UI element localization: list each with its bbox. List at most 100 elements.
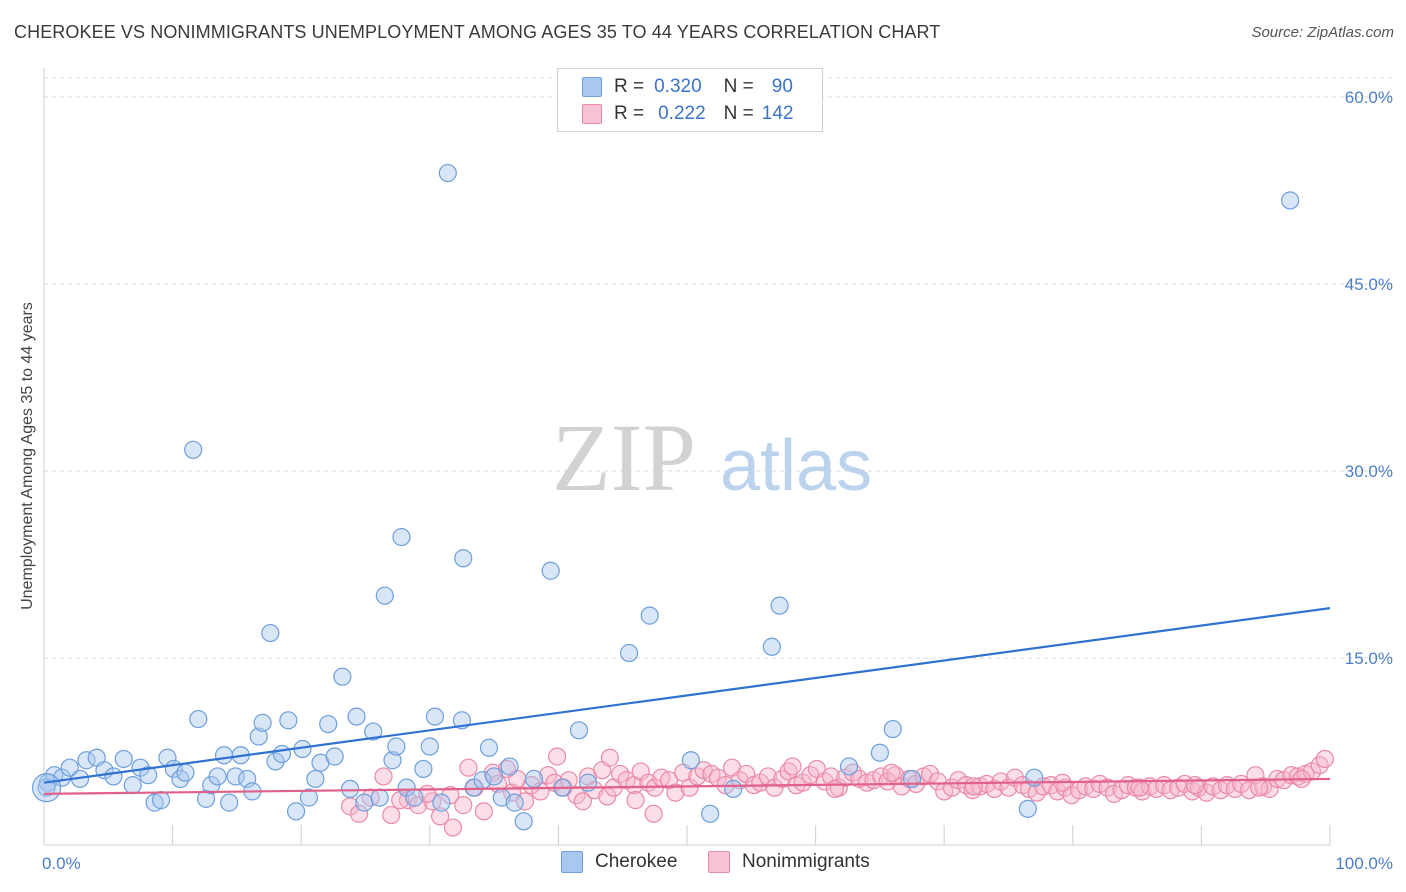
bottom-legend-label: Cherokee xyxy=(595,851,678,872)
legend-n-value: 142 xyxy=(761,103,794,124)
cherokee-point xyxy=(208,767,227,786)
cherokee-point xyxy=(514,812,533,831)
nonimmigrants-point xyxy=(825,779,844,799)
cherokee-point xyxy=(60,758,79,777)
cherokee-point xyxy=(286,802,306,821)
cherokee-point xyxy=(383,751,402,770)
cherokee-point xyxy=(272,744,292,764)
cherokee-point xyxy=(405,788,424,807)
nonimmigrants-point xyxy=(454,796,473,815)
nonimmigrants-point xyxy=(349,804,369,823)
cherokee-point xyxy=(500,757,519,776)
bottom-legend: Cherokee Nonimmigrants xyxy=(0,851,1406,877)
nonimmigrants-point xyxy=(443,818,463,837)
cherokee-point xyxy=(387,737,406,756)
nonimmigrants-point xyxy=(793,773,812,792)
nonimmigrants-point xyxy=(600,748,619,767)
legend-n-label: N = xyxy=(723,103,754,124)
cherokee-point xyxy=(253,713,272,732)
cherokee-point xyxy=(392,527,411,547)
watermark: ZIP atlas xyxy=(552,404,872,511)
cherokee-swatch xyxy=(561,851,583,873)
legend-r-label: R = xyxy=(614,76,645,97)
cherokee-point xyxy=(569,721,589,740)
nonimmigrants-point xyxy=(1315,749,1334,769)
cherokee-point xyxy=(176,763,195,782)
cherokee-point xyxy=(31,773,62,803)
cherokee-point xyxy=(370,788,389,807)
cherokee-point xyxy=(279,711,298,730)
nonimmigrants-point xyxy=(964,777,983,796)
nonimmigrants-point xyxy=(374,767,393,786)
nonimmigrants-point xyxy=(882,763,901,782)
legend-r-value: 0.222 xyxy=(658,103,706,124)
bottom-legend-label: Nonimmigrants xyxy=(742,851,870,872)
cherokee-point xyxy=(220,793,239,812)
cherokee-point xyxy=(249,727,268,746)
nonimmigrants-trend-line xyxy=(43,777,1331,795)
cherokee-point xyxy=(505,793,524,812)
cherokee-point xyxy=(420,737,439,756)
trend-lines xyxy=(43,607,1331,795)
watermark-zip: ZIP xyxy=(552,404,696,511)
cherokee-point xyxy=(375,586,394,605)
cherokee-point xyxy=(196,789,216,808)
cherokee-point xyxy=(1018,799,1037,818)
cherokee-point xyxy=(52,768,72,787)
cherokee-point xyxy=(701,804,720,823)
cherokee-point xyxy=(184,440,203,459)
cherokee-point xyxy=(770,596,789,615)
nonimmigrants-point xyxy=(626,791,645,810)
nonimmigrants-point xyxy=(1130,778,1149,797)
cherokee-point xyxy=(306,769,325,789)
cherokee-point xyxy=(1025,768,1044,787)
y-tick-label: 45.0% xyxy=(1345,275,1393,294)
nonimmigrants-point xyxy=(1055,778,1075,797)
cherokee-point xyxy=(189,709,208,729)
cherokee-point xyxy=(762,637,781,656)
cherokee-point xyxy=(104,767,123,786)
nonimmigrants-point xyxy=(573,792,592,811)
cherokee-point xyxy=(620,643,639,663)
nonimmigrants-point xyxy=(1185,776,1205,795)
cherokee-point xyxy=(724,779,743,799)
legend-row-nonimmigrants: R = 0.222 N = 142 xyxy=(582,102,793,126)
nonimmigrants-point xyxy=(644,804,663,823)
nonimmigrants-point xyxy=(430,807,450,826)
cherokee-point xyxy=(319,714,338,734)
cherokee-point xyxy=(347,707,366,726)
cherokee-point xyxy=(1281,191,1300,210)
bottom-legend-nonimmigrants: Nonimmigrants xyxy=(708,851,870,873)
nonimmigrants-point xyxy=(539,766,558,785)
cherokee-point xyxy=(37,778,56,797)
legend-box: R = 0.320 N = 90 R = 0.222 N = 142 xyxy=(557,68,823,132)
nonimmigrants-point xyxy=(666,783,685,802)
cherokee-trend-line xyxy=(43,607,1331,784)
x-tick-label: 0.0% xyxy=(42,854,81,873)
cherokee-point xyxy=(524,769,544,789)
cherokee-point xyxy=(397,778,416,797)
bottom-legend-cherokee: Cherokee xyxy=(561,851,677,873)
cherokee-point xyxy=(226,767,245,786)
legend-n-value: 90 xyxy=(771,76,793,97)
cherokee-point xyxy=(839,757,859,776)
nonimmigrants-points xyxy=(340,747,1334,837)
source-label: Source: ZipAtlas.com xyxy=(1251,24,1394,41)
cherokee-point xyxy=(151,791,171,810)
nonimmigrants-point xyxy=(474,802,493,821)
cherokee-swatch xyxy=(582,77,602,97)
cherokee-point xyxy=(681,751,700,770)
cherokee-point xyxy=(485,767,504,786)
cherokee-point xyxy=(261,623,280,643)
cherokee-point xyxy=(541,561,560,580)
cherokee-point xyxy=(340,779,360,799)
cherokee-point xyxy=(883,719,902,739)
nonimmigrants-point xyxy=(783,757,802,776)
nonimmigrants-point xyxy=(548,747,567,766)
x-tick-label: 100.0% xyxy=(1335,854,1393,873)
cherokee-point xyxy=(454,549,473,568)
legend-row-cherokee: R = 0.320 N = 90 xyxy=(582,75,793,99)
cherokee-point xyxy=(114,749,133,769)
cherokee-point xyxy=(333,667,352,686)
cherokee-point xyxy=(432,793,451,812)
